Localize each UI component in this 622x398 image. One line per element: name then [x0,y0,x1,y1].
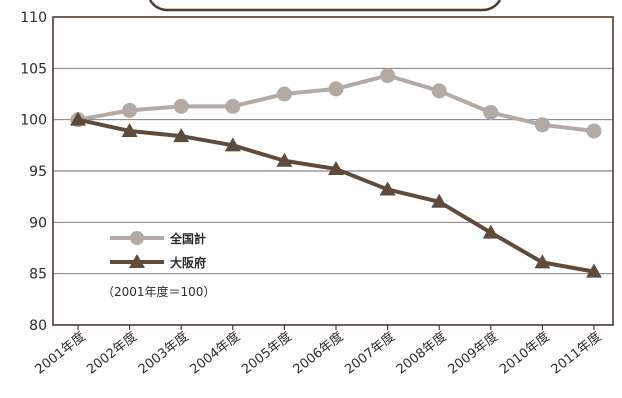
series-osaka [70,111,602,278]
x-tick-label: 2007年度 [342,329,398,378]
x-tick-label: 2008年度 [393,329,449,378]
data-point [276,86,292,102]
plot-frame [52,16,614,326]
x-tick-label: 2003年度 [135,329,191,378]
series-line [76,117,596,274]
data-point [431,193,448,208]
data-point [379,181,396,196]
data-point [328,81,344,97]
y-tick-label: 100 [20,113,47,129]
data-point [380,68,396,84]
legend-marker-osaka [129,254,145,268]
legend-item-national: 全国計 [110,231,206,246]
y-axis-tick-labels: 80 85 90 95 100 105 110 [20,10,47,334]
header-tab-decoration [148,0,502,12]
data-point [225,98,241,114]
x-tick-label: 2010年度 [496,329,552,378]
y-tick-label: 80 [29,318,47,334]
data-point [173,128,190,143]
data-point [276,152,293,167]
legend-label-national: 全国計 [169,231,206,246]
y-tick-label: 90 [29,215,47,231]
y-tick-label: 95 [29,164,47,180]
data-point [431,83,447,99]
x-tick-label: 2002年度 [84,329,140,378]
x-tick-label: 2009年度 [445,329,501,378]
data-point [482,224,499,239]
series-national [70,68,602,139]
x-tick-label: 2006年度 [290,329,346,378]
x-tick-label: 2004年度 [187,329,243,378]
series-layer [70,68,602,278]
legend-label-osaka: 大阪府 [170,255,206,270]
y-tick-label: 110 [20,10,47,26]
base-year-note: （2001年度＝100） [102,284,215,299]
legend-item-osaka: 大阪府 [110,254,206,270]
data-point [586,263,602,278]
y-tick-label: 105 [20,61,47,77]
data-point [224,137,241,152]
data-point [483,104,499,120]
x-axis-tick-labels: 2001年度2002年度2003年度2004年度2005年度2006年度2007… [32,325,604,378]
data-point [586,123,602,139]
data-point [122,102,138,118]
data-point [534,254,551,269]
data-point [534,117,550,133]
data-point [328,160,344,175]
legend: 全国計 大阪府 [110,231,206,270]
data-point [70,111,86,126]
x-tick-label: 2005年度 [238,329,294,378]
x-tick-label: 2011年度 [548,329,604,378]
data-point [173,98,189,114]
data-point [121,122,138,137]
legend-marker-national [130,231,144,245]
y-tick-label: 85 [29,267,47,283]
x-tick-label: 2001年度 [32,329,88,378]
